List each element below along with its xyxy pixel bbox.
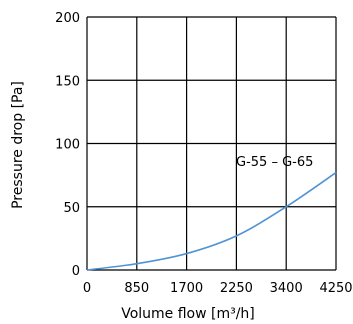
x-tick-label: 0 xyxy=(83,281,91,296)
grid-lines xyxy=(86,16,337,271)
y-tick-labels: 0 50 100 150 200 xyxy=(55,11,80,279)
series-label: G-55 – G-65 xyxy=(236,155,313,170)
x-tick-labels: 0 850 1700 2250 3400 4250 xyxy=(83,281,353,296)
x-tick-label: 2250 xyxy=(220,281,253,296)
y-tick-label: 200 xyxy=(55,11,80,26)
y-tick-label: 0 xyxy=(72,264,80,279)
x-tick-label: 3400 xyxy=(270,281,303,296)
x-tick-label: 850 xyxy=(124,281,149,296)
y-axis-title: Pressure drop [Pa] xyxy=(10,81,26,209)
x-tick-label: 1700 xyxy=(170,281,203,296)
x-tick-label: 4250 xyxy=(319,281,352,296)
y-tick-label: 100 xyxy=(55,138,80,153)
series-line xyxy=(86,171,337,271)
series-layer xyxy=(86,171,337,271)
y-tick-label: 150 xyxy=(55,74,80,89)
y-tick-label: 50 xyxy=(63,201,80,216)
x-axis-title: Volume flow [m³/h] xyxy=(121,306,255,322)
